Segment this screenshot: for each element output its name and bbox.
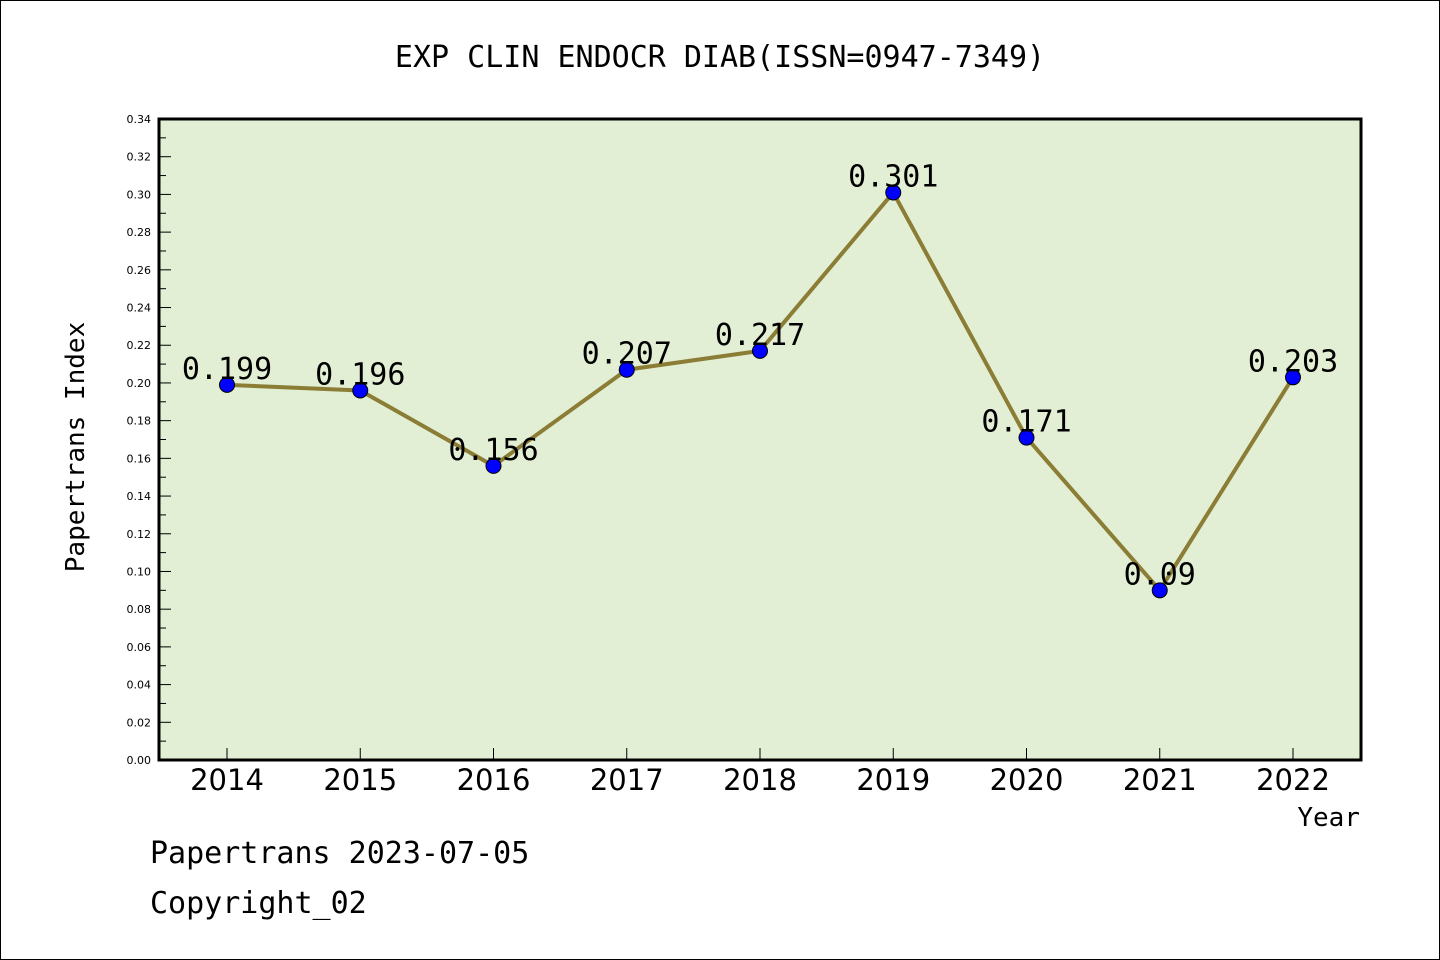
- y-tick-label: 0.18: [127, 415, 152, 428]
- data-label: 0.09: [1124, 557, 1196, 592]
- y-tick-label: 0.26: [127, 264, 152, 277]
- data-label: 0.217: [715, 318, 805, 353]
- y-tick-label: 0.24: [127, 302, 152, 315]
- y-tick-label: 0.00: [127, 754, 152, 767]
- x-tick-label: 2014: [190, 763, 264, 797]
- x-tick-label: 2018: [723, 763, 797, 797]
- y-tick-label: 0.10: [127, 565, 152, 578]
- chart-title: EXP CLIN ENDOCR DIAB(ISSN=0947-7349): [395, 40, 1045, 75]
- y-tick-label: 0.16: [127, 452, 152, 465]
- data-markers: [219, 184, 1301, 599]
- y-tick-label: 0.30: [127, 188, 152, 201]
- footer-copyright: Copyright_02: [150, 886, 367, 921]
- data-label: 0.203: [1248, 344, 1338, 379]
- y-tick-label: 0.20: [127, 377, 152, 390]
- x-tick-label: 2015: [323, 763, 397, 797]
- data-point: [885, 184, 902, 201]
- y-tick-label: 0.28: [127, 226, 152, 239]
- data-label: 0.171: [981, 405, 1071, 440]
- x-tick-label: 2019: [856, 763, 930, 797]
- data-point: [219, 376, 235, 393]
- data-label: 0.207: [582, 337, 672, 372]
- data-point: [485, 457, 502, 474]
- y-tick-label: 0.02: [127, 716, 152, 729]
- x-tick-label: 2020: [990, 763, 1064, 797]
- data-point: [618, 361, 635, 378]
- y-tick-label: 0.14: [127, 490, 152, 503]
- data-point: [1285, 369, 1301, 386]
- data-point: [752, 342, 768, 359]
- y-tick-label: 0.12: [127, 528, 152, 541]
- data-point: [1151, 582, 1168, 599]
- data-label: 0.156: [448, 433, 538, 468]
- x-tick-label: 2016: [457, 763, 531, 797]
- data-label: 0.199: [182, 352, 272, 387]
- y-tick-label: 0.06: [127, 641, 152, 654]
- footer-date: Papertrans 2023-07-05: [150, 836, 530, 871]
- y-tick-label: 0.08: [127, 603, 152, 616]
- data-labels: 0.199 0.196 0.156 0.207 0.217 0.301 0.171 0.09 0…: [182, 160, 1338, 593]
- y-tick-label: 0.34: [127, 113, 152, 126]
- data-label: 0.301: [848, 160, 938, 195]
- x-axis-label: Year: [1297, 803, 1360, 833]
- x-tick-label: 2017: [590, 763, 664, 797]
- x-tick-label: 2022: [1256, 763, 1330, 797]
- y-tick-label: 0.22: [127, 339, 152, 352]
- x-tick-label: 2021: [1123, 763, 1197, 797]
- y-tick-label: 0.32: [127, 151, 152, 164]
- data-point: [1018, 429, 1035, 446]
- x-axis: 2014 2015 2016 2017 2018 2019 2020 2021 2022: [190, 748, 1330, 797]
- data-label: 0.196: [315, 357, 405, 392]
- y-tick-label: 0.04: [127, 679, 152, 692]
- y-axis: 0.00 0.02 0.04 0.06 0.08 0.10 0.12 0.14 0.16 0.18…: [127, 113, 171, 767]
- plot-area: [157, 117, 1363, 762]
- data-point: [352, 382, 369, 399]
- y-axis-label: Papertrans Index: [61, 322, 91, 572]
